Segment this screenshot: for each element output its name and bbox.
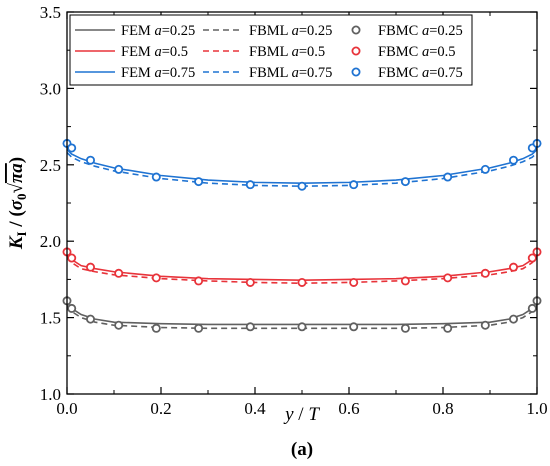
x-tick-label: 0.6 [338, 399, 359, 418]
legend-label: FEM a=0.75 [121, 65, 195, 81]
legend-label: FBML a=0.75 [249, 65, 332, 81]
data-point [480, 268, 490, 278]
data-point [114, 268, 124, 278]
data-point [67, 253, 77, 263]
legend-label: FBMC a=0.75 [378, 65, 463, 81]
data-point [297, 322, 307, 332]
legend-label: FBMC a=0.25 [378, 23, 463, 39]
data-point [527, 253, 537, 263]
data-point [114, 320, 124, 330]
y-tick-label: 1.0 [40, 385, 61, 404]
data-point [67, 143, 77, 153]
data-point [245, 180, 255, 190]
data-point [194, 177, 204, 187]
data-point [114, 164, 124, 174]
y-axis-label: KI / (σ0√πa) [6, 157, 29, 250]
data-point [508, 262, 518, 272]
x-tick-label: 0.2 [150, 399, 171, 418]
legend-label: FBMC a=0.5 [378, 44, 456, 60]
data-point [67, 303, 77, 313]
data-point [480, 320, 490, 330]
y-tick-label: 1.5 [40, 309, 61, 328]
x-axis-label: y / T [283, 404, 320, 425]
data-point [245, 277, 255, 287]
data-point [297, 277, 307, 287]
x-tick-label: 0.0 [56, 399, 77, 418]
series-line [66, 148, 538, 184]
y-tick-label: 2.5 [40, 156, 61, 175]
legend-marker [351, 67, 361, 77]
y-tick-label: 2.0 [40, 232, 61, 251]
data-point [245, 322, 255, 332]
data-point [400, 323, 410, 333]
data-point [508, 314, 518, 324]
data-layer [62, 138, 542, 333]
legend-marker [351, 46, 361, 56]
legend-label: FBML a=0.25 [249, 23, 332, 39]
data-point [400, 177, 410, 187]
data-point [151, 172, 161, 182]
ticks-layer: 0.0 0.2 0.4 0.6 0.8 1.0 1.0 1.5 2.0 2.5 3.0 3.5 [40, 3, 548, 418]
data-point [349, 322, 359, 332]
data-point [443, 172, 453, 182]
legend-label: FEM a=0.25 [121, 23, 195, 39]
data-point [86, 155, 96, 165]
data-point [151, 273, 161, 283]
y-tick-label: 3.0 [40, 79, 61, 98]
data-point [297, 181, 307, 191]
svg-text:KI / (σ0√πa): KI / (σ0√πa) [6, 157, 29, 250]
data-point [480, 164, 490, 174]
data-point [527, 303, 537, 313]
x-tick-label: 1.0 [526, 399, 547, 418]
legend-box [69, 14, 473, 86]
data-point [194, 323, 204, 333]
data-point [194, 276, 204, 286]
y-tick-label: 3.5 [40, 3, 61, 22]
data-point [349, 180, 359, 190]
x-tick-label: 0.8 [432, 399, 453, 418]
data-point [349, 277, 359, 287]
legend: FEM a=0.25 FBML a=0.25 FBMC a=0.25 FEM a=0.… [69, 14, 473, 86]
data-point [443, 323, 453, 333]
data-point [86, 262, 96, 272]
x-tick-label: 0.4 [244, 399, 266, 418]
legend-marker [351, 25, 361, 35]
data-point [86, 314, 96, 324]
series-line [66, 152, 538, 187]
legend-label: FEM a=0.5 [121, 44, 188, 60]
data-point [508, 155, 518, 165]
data-point [443, 273, 453, 283]
legend-label: FBML a=0.5 [249, 44, 325, 60]
figure-caption: (a) [291, 439, 313, 460]
data-point [151, 323, 161, 333]
data-point [400, 276, 410, 286]
series-line [66, 301, 538, 326]
